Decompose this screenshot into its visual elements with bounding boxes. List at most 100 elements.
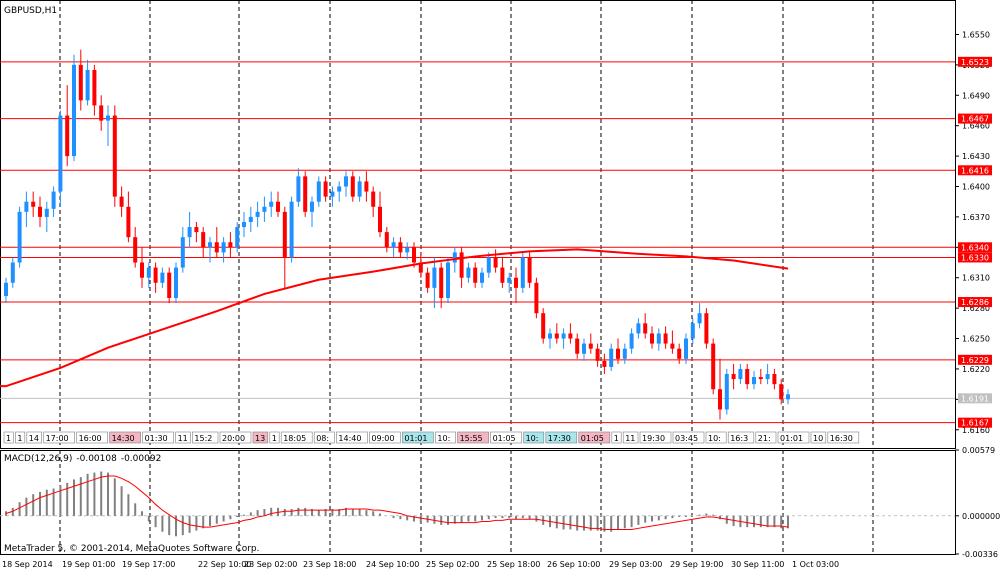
- event-marker[interactable]: [43, 431, 75, 444]
- candle-body: [731, 374, 736, 380]
- symbol-title: GBPUSD,H1: [4, 6, 57, 16]
- level-tag-label: 1.6340: [961, 243, 989, 252]
- macd-pane[interactable]: MACD(12,26,9) -0.00108 -0.00092 MetaTrader…: [0, 450, 956, 555]
- level-tag-label: 1.6416: [961, 166, 989, 175]
- event-marker[interactable]: [219, 431, 252, 444]
- event-marker[interactable]: [578, 431, 611, 444]
- event-marker[interactable]: [523, 431, 545, 444]
- event-marker-label: 09:00: [371, 434, 394, 443]
- event-marker[interactable]: [435, 431, 456, 444]
- macd-tick-label: -0.00336: [962, 550, 998, 559]
- candle-body: [146, 267, 151, 278]
- candle-body: [690, 323, 695, 339]
- event-marker[interactable]: [15, 431, 26, 444]
- price-tick-label: 1.6280: [962, 304, 990, 313]
- candle-body: [248, 216, 253, 222]
- price-pane-border: [0, 0, 956, 449]
- candle-body: [724, 374, 729, 410]
- event-marker[interactable]: [827, 431, 860, 444]
- event-marker-label: 18:05: [283, 434, 306, 443]
- candle-body: [303, 176, 308, 212]
- candle-body: [140, 262, 144, 278]
- time-label: 25 Sep 02:00: [426, 560, 479, 569]
- event-marker[interactable]: [672, 431, 705, 444]
- event-marker[interactable]: [175, 431, 191, 444]
- time-label: 23 Sep 18:00: [303, 560, 356, 569]
- candle-body: [602, 360, 607, 367]
- price-tick-label: 1.6430: [962, 152, 990, 161]
- event-marker[interactable]: [755, 431, 777, 444]
- event-marker[interactable]: [142, 431, 174, 444]
- horizontal-levels[interactable]: [0, 61, 955, 424]
- candle-body: [337, 186, 342, 192]
- candle-body: [711, 343, 716, 390]
- time-label: 24 Sep 10:00: [366, 560, 419, 569]
- event-markers-row[interactable]: 1 1 14 17:00 16:00 14:30 01:30 11 15:2 20:00 13 1 18…: [3, 431, 860, 444]
- event-marker[interactable]: [313, 431, 335, 444]
- candle-body: [364, 181, 369, 192]
- event-marker-label: 01:05: [493, 434, 516, 443]
- event-marker[interactable]: [252, 431, 269, 444]
- event-marker[interactable]: [611, 431, 622, 444]
- candle-body: [221, 242, 226, 253]
- candle-body: [371, 191, 376, 207]
- event-marker[interactable]: [336, 431, 368, 444]
- candle-body: [310, 201, 314, 212]
- candle-body: [99, 105, 104, 121]
- macd-label: MACD(12,26,9) -0.00108 -0.00092: [4, 454, 161, 464]
- event-marker[interactable]: [402, 431, 434, 444]
- time-label: 1 Oct 03:00: [792, 560, 839, 569]
- event-marker[interactable]: [727, 431, 755, 444]
- candle-body: [418, 262, 423, 273]
- candle-body: [85, 69, 90, 101]
- event-marker[interactable]: [777, 431, 810, 444]
- event-marker[interactable]: [76, 431, 108, 444]
- candle-body: [112, 115, 117, 197]
- event-marker[interactable]: [622, 431, 639, 444]
- candle-body: [622, 348, 627, 359]
- price-tick-label: 1.6400: [962, 182, 990, 191]
- event-marker[interactable]: [545, 431, 578, 444]
- candle-body: [17, 211, 22, 263]
- level-tag: [958, 56, 992, 67]
- candle-body: [119, 196, 124, 207]
- event-marker[interactable]: [3, 431, 14, 444]
- event-marker[interactable]: [280, 431, 313, 444]
- price-tick-label: 1.6550: [962, 30, 990, 39]
- candle-body: [704, 313, 709, 344]
- event-marker[interactable]: [269, 431, 280, 444]
- candle-body: [650, 333, 654, 344]
- candle-body: [486, 257, 491, 273]
- copyright-text: MetaTrader 5, © 2001-2014, MetaQuotes So…: [4, 544, 260, 554]
- event-marker-label: 16:30: [830, 434, 853, 443]
- event-marker[interactable]: [109, 431, 141, 444]
- event-marker-label: 03:45: [675, 434, 698, 443]
- event-marker[interactable]: [26, 431, 42, 444]
- event-marker-label: 14:30: [112, 434, 135, 443]
- candle-body: [588, 343, 593, 349]
- candle-body: [493, 257, 498, 268]
- candle-body: [738, 368, 743, 380]
- event-marker[interactable]: [490, 431, 522, 444]
- candle-body: [636, 323, 641, 334]
- candle-body: [167, 272, 172, 298]
- candle-body: [459, 252, 464, 278]
- event-marker[interactable]: [705, 431, 727, 444]
- price-pane[interactable]: 1 1 14 17:00 16:00 14:30 01:30 11 15:2 20:00 13 1 18…: [0, 0, 956, 449]
- event-marker[interactable]: [457, 431, 489, 444]
- current-price-label: 1.6191: [961, 394, 989, 403]
- event-marker[interactable]: [810, 431, 827, 444]
- candle-body: [752, 377, 756, 385]
- macd-pane-border: [0, 450, 956, 555]
- candle-body: [656, 333, 661, 344]
- candle-body: [534, 282, 539, 314]
- event-marker[interactable]: [192, 431, 219, 444]
- event-marker[interactable]: [639, 431, 672, 444]
- candle-body: [296, 176, 301, 202]
- event-marker-label: 01:05: [581, 434, 604, 443]
- candle-body: [38, 206, 42, 217]
- current-price-tag: [958, 393, 992, 404]
- event-marker[interactable]: [369, 431, 401, 444]
- candle-body: [548, 333, 552, 339]
